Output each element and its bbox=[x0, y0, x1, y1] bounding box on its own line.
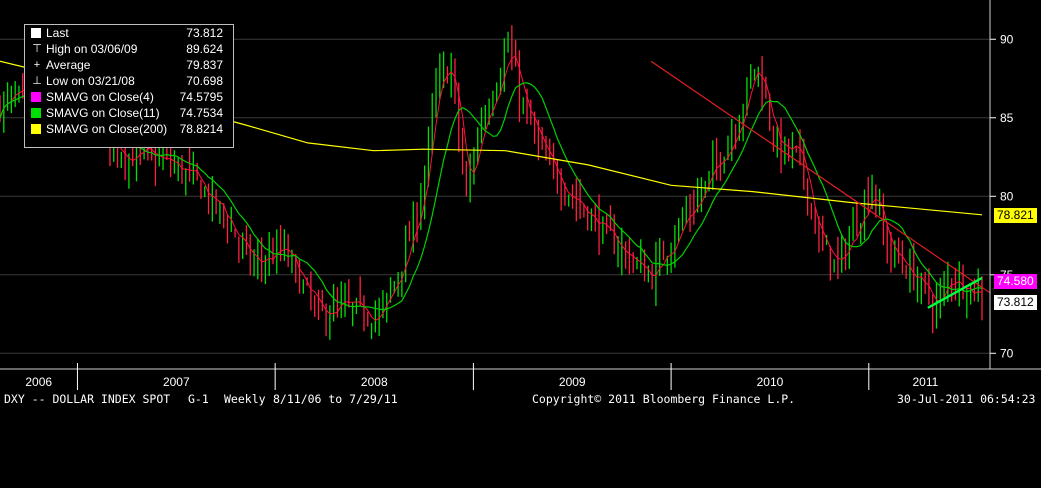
legend-row: SMAVG on Close(4) 74.5795 bbox=[25, 89, 233, 105]
y-tick-label: 70 bbox=[1000, 346, 1014, 360]
legend-swatch bbox=[31, 28, 41, 38]
legend-value: 74.7534 bbox=[179, 106, 223, 120]
legend-marker-icon: + bbox=[33, 59, 41, 71]
legend-value: 78.8214 bbox=[179, 122, 223, 136]
price-tag: 74.580 bbox=[994, 274, 1037, 290]
legend-label: SMAVG on Close(200) bbox=[46, 122, 168, 136]
footer-period: Weekly bbox=[224, 392, 266, 406]
legend-row: Last 73.812 bbox=[25, 25, 233, 41]
y-tick-label: 90 bbox=[1000, 32, 1014, 46]
legend-row: + Average 79.837 bbox=[25, 57, 233, 73]
legend-label: SMAVG on Close(4) bbox=[46, 90, 154, 104]
x-tick-label: 2008 bbox=[361, 375, 388, 389]
y-tick-label: 85 bbox=[1000, 111, 1014, 125]
legend-marker-icon: ⊥ bbox=[32, 75, 42, 87]
price-tag: 73.812 bbox=[994, 295, 1037, 311]
legend-marker-icon: ⊤ bbox=[32, 43, 42, 55]
footer-copyright: Copyright© 2011 Bloomberg Finance L.P. bbox=[532, 392, 796, 406]
resistance-trendline bbox=[650, 60, 991, 294]
legend-swatch bbox=[31, 92, 41, 102]
legend-label: High on 03/06/09 bbox=[46, 42, 138, 56]
chart-legend: Last 73.812 ⊤ High on 03/06/09 89.624 + Averag… bbox=[24, 24, 234, 148]
legend-label: Last bbox=[46, 26, 69, 40]
footer-bar: DXY -- DOLLAR INDEX SPOT G-1 Weekly 8/11… bbox=[0, 390, 1041, 408]
legend-value: 73.812 bbox=[186, 26, 223, 40]
sma4-line bbox=[0, 55, 983, 322]
footer-security: DXY -- DOLLAR INDEX SPOT bbox=[4, 392, 171, 406]
price-tag: 78.821 bbox=[994, 207, 1037, 223]
legend-label: SMAVG on Close(11) bbox=[46, 106, 160, 120]
legend-label: Average bbox=[46, 58, 91, 72]
chart-canvas: 7075808590200620072008200920102011 bbox=[0, 0, 1041, 390]
support-trendline bbox=[927, 276, 983, 309]
legend-swatch bbox=[31, 124, 41, 134]
legend-label: Low on 03/21/08 bbox=[46, 74, 135, 88]
legend-swatch bbox=[31, 108, 41, 118]
legend-value: 79.837 bbox=[186, 58, 223, 72]
legend-row: ⊥ Low on 03/21/08 70.698 bbox=[25, 73, 233, 89]
footer-page: G-1 bbox=[188, 392, 209, 406]
x-tick-label: 2010 bbox=[757, 375, 784, 389]
legend-row: ⊤ High on 03/06/09 89.624 bbox=[25, 41, 233, 57]
legend-value: 89.624 bbox=[186, 42, 223, 56]
x-axis-band bbox=[0, 369, 1041, 390]
x-tick-label: 2009 bbox=[559, 375, 586, 389]
footer-timestamp: 30-Jul-2011 06:54:23 bbox=[897, 392, 1036, 406]
x-tick-label: 2006 bbox=[25, 375, 52, 389]
legend-row: SMAVG on Close(200) 78.8214 bbox=[25, 121, 233, 137]
footer-range: 8/11/06 to 7/29/11 bbox=[273, 392, 398, 406]
legend-value: 74.5795 bbox=[179, 90, 223, 104]
x-tick-label: 2007 bbox=[163, 375, 190, 389]
x-tick-label: 2011 bbox=[912, 375, 938, 389]
legend-value: 70.698 bbox=[186, 74, 223, 88]
y-tick-label: 80 bbox=[1000, 189, 1014, 203]
legend-row: SMAVG on Close(11) 74.7534 bbox=[25, 105, 233, 121]
trendlines bbox=[650, 60, 991, 309]
